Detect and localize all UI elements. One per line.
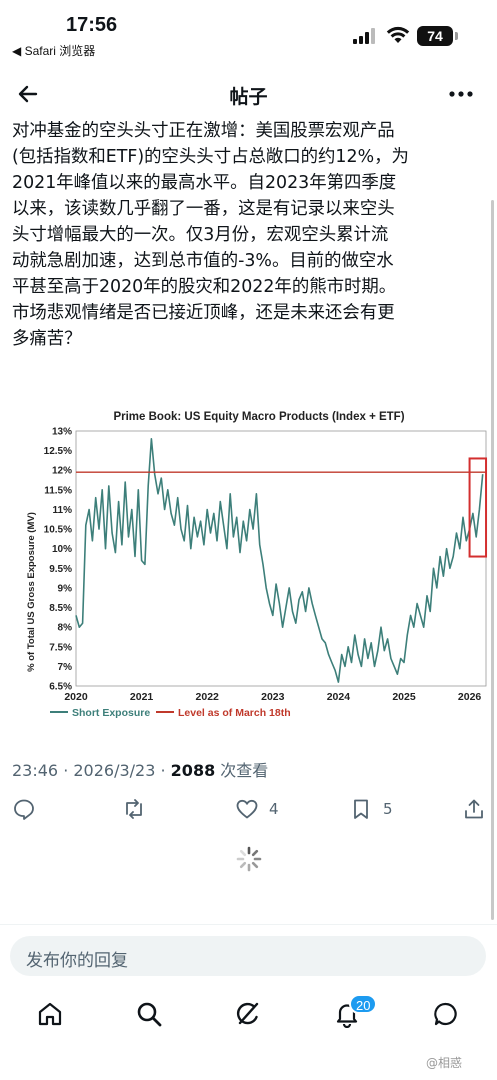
chart-y-axis-label: % of Total US Gross Exposure (MV) bbox=[26, 512, 37, 672]
chart-y-tick-label: 10.5% bbox=[44, 525, 72, 536]
chart-y-tick-label: 12.5% bbox=[44, 446, 72, 457]
more-icon[interactable] bbox=[448, 82, 474, 106]
series-line-short-exposure bbox=[75, 437, 484, 683]
highlight-box bbox=[468, 457, 488, 558]
like-button[interactable]: 4 bbox=[235, 796, 279, 822]
chart-x-tick-label: 2022 bbox=[196, 691, 220, 703]
bottom-tab-bar bbox=[0, 990, 497, 1040]
scrollbar[interactable] bbox=[491, 200, 494, 920]
chart-x-tick-label: 2025 bbox=[392, 691, 416, 703]
reply-placeholder: 发布你的回复 bbox=[26, 951, 128, 971]
grok-icon[interactable] bbox=[234, 1000, 262, 1028]
battery-tip bbox=[455, 32, 458, 40]
share-button[interactable] bbox=[462, 796, 486, 822]
post-time: 23:46 · 2026/3/23 · bbox=[12, 761, 171, 780]
battery-indicator: 74 bbox=[417, 26, 453, 46]
chart-y-tick-label: 6.5% bbox=[49, 682, 72, 693]
repost-icon bbox=[126, 799, 142, 819]
chart-y-tick-label: 13% bbox=[52, 427, 72, 438]
bookmark-count: 5 bbox=[383, 800, 393, 818]
status-time: 17:56 bbox=[66, 14, 118, 36]
reply-input[interactable]: 发布你的回复 bbox=[10, 936, 486, 976]
loading-spinner-icon bbox=[236, 846, 262, 872]
chart-y-tick-label: 12% bbox=[52, 466, 72, 477]
back-to-app-link[interactable]: ◀ Safari 浏览器 bbox=[12, 44, 96, 58]
post-actions: 4 5 bbox=[0, 796, 497, 826]
chart-y-tick-label: 11.5% bbox=[44, 485, 72, 496]
post-header: 帖子 bbox=[0, 70, 497, 120]
chart-title: Prime Book: US Equity Macro Products (In… bbox=[113, 411, 404, 423]
bookmark-button[interactable]: 5 bbox=[349, 796, 393, 822]
chart-x-tick-label: 2026 bbox=[458, 691, 482, 703]
chart-x-tick-label: 2024 bbox=[327, 691, 351, 703]
chart-x-tick-label: 2023 bbox=[261, 691, 285, 703]
chart-y-tick-label: 8.5% bbox=[49, 603, 72, 614]
home-icon[interactable] bbox=[36, 1000, 64, 1028]
chart-y-tick-label: 11% bbox=[53, 505, 73, 516]
bookmark-icon bbox=[354, 799, 368, 819]
page-title: 帖子 bbox=[229, 86, 268, 108]
watermark: @相惑 bbox=[426, 1056, 463, 1070]
legend-label-short-exposure: Short Exposure bbox=[72, 707, 150, 719]
arrow-left-icon[interactable] bbox=[16, 82, 40, 106]
legend-label-reference: Level as of March 18th bbox=[178, 707, 291, 719]
chart-y-tick-label: 7% bbox=[58, 662, 73, 673]
reply-button[interactable] bbox=[12, 796, 36, 822]
post-timestamp: 23:46 · 2026/3/23 · 2088 次查看 bbox=[12, 757, 268, 781]
cellular-signal-icon bbox=[353, 28, 375, 44]
chart-y-tick-label: 8% bbox=[58, 623, 73, 634]
share-icon bbox=[465, 799, 483, 819]
view-count: 2088 bbox=[170, 761, 216, 780]
status-bar: 17:56 ◀ Safari 浏览器 74 bbox=[0, 0, 497, 62]
chart-y-tick-label: 7.5% bbox=[49, 642, 72, 653]
search-icon[interactable] bbox=[135, 1000, 163, 1028]
repost-button[interactable] bbox=[122, 796, 146, 822]
chat-icon[interactable] bbox=[432, 1000, 460, 1028]
chart-plot-frame bbox=[75, 430, 487, 687]
like-count: 4 bbox=[269, 800, 279, 818]
reply-icon bbox=[14, 799, 34, 820]
chart-y-ticks: 6.5% 7% 7.5% 8% 8.5% 9% 9.5% 10% 10.5% 11% 11.5% 12… bbox=[44, 427, 72, 693]
wifi-icon bbox=[386, 26, 410, 43]
chart-y-tick-label: 10% bbox=[52, 544, 72, 555]
notifications-badge: 20 bbox=[349, 994, 378, 1014]
post-text: 对冲基金的空头头寸正在激增：美国股票宏观产品 (包括指数和ETF)的空头头寸占总… bbox=[12, 121, 409, 349]
chart-x-tick-label: 2020 bbox=[64, 691, 88, 703]
view-count-suffix: 次查看 bbox=[215, 761, 269, 780]
divider bbox=[0, 924, 497, 925]
chart-legend: Short Exposure Level as of March 18th bbox=[50, 707, 291, 719]
heart-icon bbox=[236, 799, 258, 819]
post-chart-image[interactable]: Prime Book: US Equity Macro Products (In… bbox=[24, 404, 494, 726]
chart-y-tick-label: 9.5% bbox=[49, 564, 72, 575]
chart-x-ticks: 2020 2021 2022 2023 2024 2025 2026 bbox=[64, 691, 481, 703]
chart-x-tick-label: 2021 bbox=[130, 691, 154, 703]
chart-y-tick-label: 9% bbox=[58, 583, 73, 594]
